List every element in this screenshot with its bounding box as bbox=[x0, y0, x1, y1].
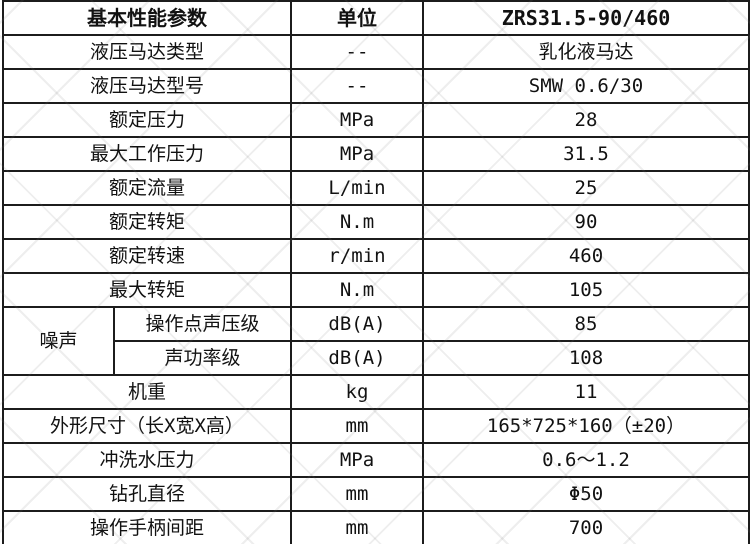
param-cell: 额定流量 bbox=[2, 170, 292, 206]
table-row-rated-speed: 额定转速 r/min 460 bbox=[2, 238, 750, 274]
unit-cell: N.m bbox=[290, 272, 424, 308]
param-cell: 冲洗水压力 bbox=[2, 442, 292, 478]
value-cell: 165*725*160（±20） bbox=[422, 408, 750, 444]
table-row-handle-spacing: 操作手柄间距 mm 700 bbox=[2, 510, 750, 544]
table-row-motor-type: 液压马达类型 -- 乳化液马达 bbox=[2, 34, 750, 70]
value-cell: 28 bbox=[422, 102, 750, 138]
unit-cell: kg bbox=[290, 374, 424, 410]
unit-cell: -- bbox=[290, 68, 424, 104]
unit-cell: L/min bbox=[290, 170, 424, 206]
value-cell: 700 bbox=[422, 510, 750, 544]
table-row-rated-pressure: 额定压力 MPa 28 bbox=[2, 102, 750, 138]
unit-cell: dB(A) bbox=[290, 340, 424, 376]
unit-cell: MPa bbox=[290, 136, 424, 172]
noise-group-cell: 噪声 bbox=[2, 306, 115, 376]
param-cell: 钻孔直径 bbox=[2, 476, 292, 512]
param-cell: 机重 bbox=[2, 374, 292, 410]
unit-cell: mm bbox=[290, 476, 424, 512]
param-cell: 液压马达型号 bbox=[2, 68, 292, 104]
param-cell: 最大转矩 bbox=[2, 272, 292, 308]
param-cell: 操作手柄间距 bbox=[2, 510, 292, 544]
value-cell: 105 bbox=[422, 272, 750, 308]
param-cell: 额定转矩 bbox=[2, 204, 292, 240]
unit-cell: dB(A) bbox=[290, 306, 424, 342]
value-cell: 0.6～1.2 bbox=[422, 442, 750, 478]
table-row-dimensions: 外形尺寸（长X宽X高） mm 165*725*160（±20） bbox=[2, 408, 750, 444]
value-cell: 11 bbox=[422, 374, 750, 410]
unit-cell: mm bbox=[290, 510, 424, 544]
header-row: 基本性能参数 单位 ZRS31.5-90/460 bbox=[2, 0, 750, 36]
header-cell-param: 基本性能参数 bbox=[2, 0, 292, 36]
table-row-rated-torque: 额定转矩 N.m 90 bbox=[2, 204, 750, 240]
table-row-motor-model: 液压马达型号 -- SMW 0.6/30 bbox=[2, 68, 750, 104]
value-cell: 31.5 bbox=[422, 136, 750, 172]
value-cell: 460 bbox=[422, 238, 750, 274]
unit-cell: MPa bbox=[290, 442, 424, 478]
table-row-max-torque: 最大转矩 N.m 105 bbox=[2, 272, 750, 308]
unit-cell: MPa bbox=[290, 102, 424, 138]
value-cell: Φ50 bbox=[422, 476, 750, 512]
value-cell: 乳化液马达 bbox=[422, 34, 750, 70]
value-cell: 85 bbox=[422, 306, 750, 342]
header-cell-unit: 单位 bbox=[290, 0, 424, 36]
param-cell: 额定转速 bbox=[2, 238, 292, 274]
table-row-rated-flow: 额定流量 L/min 25 bbox=[2, 170, 750, 206]
param-cell: 额定压力 bbox=[2, 102, 292, 138]
unit-cell: -- bbox=[290, 34, 424, 70]
param-cell: 最大工作压力 bbox=[2, 136, 292, 172]
unit-cell: N.m bbox=[290, 204, 424, 240]
value-cell: 25 bbox=[422, 170, 750, 206]
table-row-max-working-pressure: 最大工作压力 MPa 31.5 bbox=[2, 136, 750, 172]
unit-cell: r/min bbox=[290, 238, 424, 274]
param-cell: 外形尺寸（长X宽X高） bbox=[2, 408, 292, 444]
header-cell-model: ZRS31.5-90/460 bbox=[422, 0, 750, 36]
value-cell: SMW 0.6/30 bbox=[422, 68, 750, 104]
value-cell: 90 bbox=[422, 204, 750, 240]
table-row-noise-sound-power: 声功率级 dB(A) 108 bbox=[3, 340, 750, 376]
table-row-noise-operating-point: 噪声 操作点声压级 dB(A) 85 bbox=[2, 306, 750, 376]
param-cell: 操作点声压级 bbox=[113, 306, 292, 342]
table-row-drill-hole-diameter: 钻孔直径 mm Φ50 bbox=[2, 476, 750, 512]
param-cell: 声功率级 bbox=[113, 340, 292, 376]
table-row-flushing-water-pressure: 冲洗水压力 MPa 0.6～1.2 bbox=[2, 442, 750, 478]
value-cell: 108 bbox=[422, 340, 750, 376]
unit-cell: mm bbox=[290, 408, 424, 444]
table-row-machine-weight: 机重 kg 11 bbox=[2, 374, 750, 410]
param-cell: 液压马达类型 bbox=[2, 34, 292, 70]
